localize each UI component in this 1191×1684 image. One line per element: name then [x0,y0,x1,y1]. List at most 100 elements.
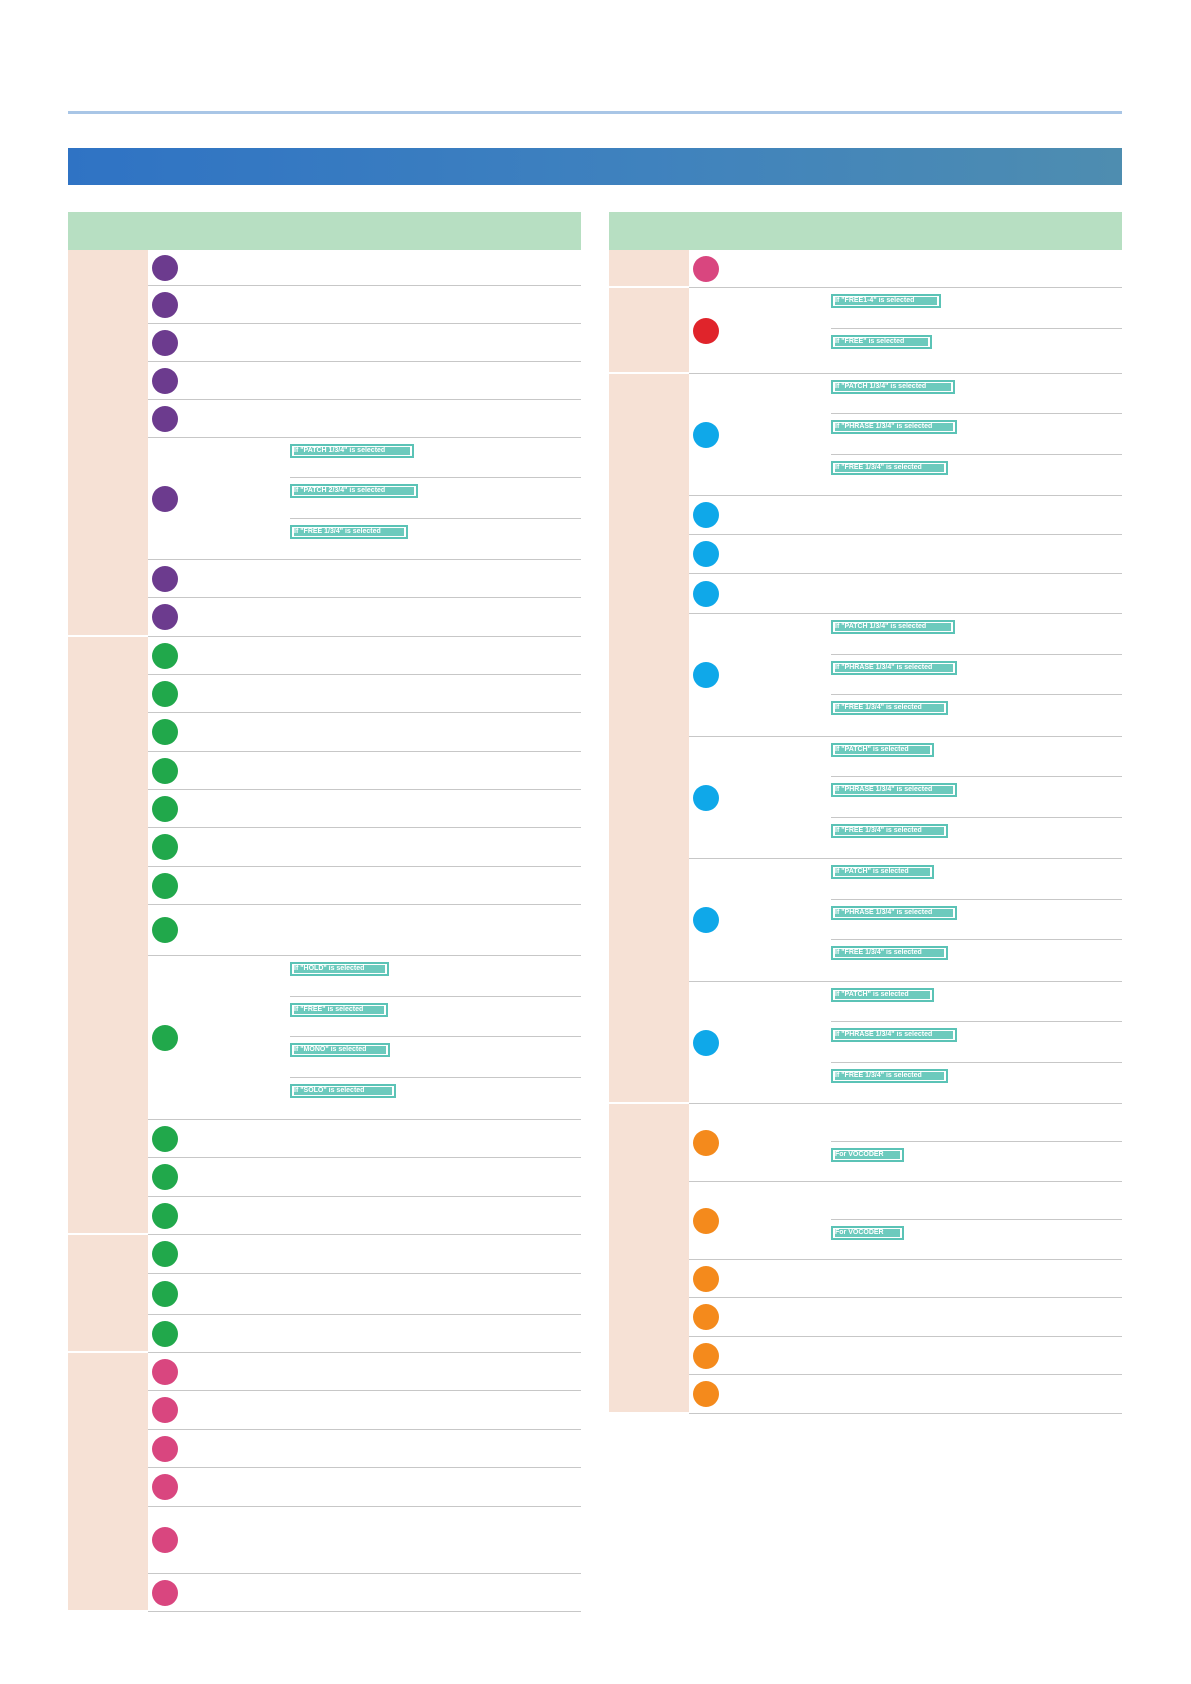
sub-condition-row: If "PHRASE 1/3/4" is selected [831,655,1122,695]
condition-tag-text: If "PHRASE 1/3/4" is selected [835,909,953,917]
parameter-group [68,1353,581,1612]
condition-tag-text: If "FREE" is selected [294,1006,384,1014]
sub-conditions: If "PATCH" is selected If "PHRASE 1/3/4" … [831,859,1122,981]
green-circle-icon [152,1202,178,1229]
parameter-row [148,1507,581,1574]
parameter-row [148,790,581,828]
condition-tag-text: If "PATCH 2/3/4" is selected [294,487,414,495]
condition-tag-text: If "FREE 1/3/4" is selected [294,528,404,536]
condition-tag-text: If "PHRASE 1/3/4" is selected [835,423,953,431]
parameter-row: If "PATCH" is selected If "PHRASE 1/3/4" … [689,982,1122,1104]
sub-condition-row: For VOCODER [831,1142,1122,1182]
sub-condition-row: If "FREE 1/3/4" is selected [290,519,581,560]
condition-tag: If "PHRASE 1/3/4" is selected [831,906,957,920]
orange-circle-icon [693,1381,719,1407]
parameter-row [148,1315,581,1353]
blue-circle-icon [693,662,719,688]
condition-tag: If "FREE" is selected [831,335,932,349]
pink-circle-icon [152,1527,178,1553]
parameter-row [148,867,581,905]
group-items [148,1353,581,1612]
group-label [609,374,689,1104]
sub-condition-row: If "SOLO" is selected [290,1078,581,1120]
sub-condition-row: If "PATCH 1/3/4" is selected [290,438,581,478]
condition-tag-text: If "PATCH" is selected [835,991,930,999]
section-banner [68,148,1122,185]
orange-circle-icon [693,1265,719,1292]
orange-circle-icon [693,1304,719,1330]
sub-condition-row: If "PHRASE 1/3/4" is selected [831,1022,1122,1063]
top-rule [68,111,1122,114]
pink-circle-icon [152,1358,178,1385]
condition-tag: If "FREE 1/3/4" is selected [831,946,948,960]
parameter-group [68,1235,581,1353]
parameter-row [148,1274,581,1315]
sub-conditions: If "PATCH 1/3/4" is selected If "PHRASE 1… [831,374,1122,495]
blue-circle-icon [693,1029,719,1056]
green-circle-icon [152,680,178,707]
parameter-row [148,1430,581,1468]
orange-circle-icon [693,1342,719,1369]
left-column-header [68,212,581,250]
green-circle-icon [152,1241,178,1267]
condition-tag: If "FREE 1/3/4" is selected [831,701,948,715]
parameter-row: If "FREE1-4" is selected If "FREE" is sel… [689,288,1122,374]
parameter-row [689,250,1122,288]
condition-tag: If "FREE 1/3/4" is selected [290,525,408,539]
group-label [609,1104,689,1414]
condition-tag-text: If "PHRASE 1/3/4" is selected [835,664,953,672]
condition-tag-text: If "PATCH 1/3/4" is selected [294,447,410,455]
sub-conditions: If "FREE1-4" is selected If "FREE" is sel… [831,288,1122,373]
purple-circle-icon [152,604,178,630]
condition-tag-text: If "HOLD" is selected [294,965,385,973]
condition-tag: For VOCODER [831,1148,904,1162]
green-circle-icon [152,1320,178,1347]
group-label [609,288,689,374]
sub-condition-row: If "PHRASE 1/3/4" is selected [831,777,1122,818]
parameter-row [689,574,1122,614]
sub-conditions: If "PATCH 1/3/4" is selected If "PHRASE 1… [831,614,1122,736]
pink-circle-icon [152,1397,178,1423]
parameter-row [148,324,581,362]
orange-circle-icon [693,1129,719,1156]
sub-conditions: If "HOLD" is selected If "FREE" is select… [290,956,581,1119]
sub-condition-row: If "PATCH 1/3/4" is selected [831,614,1122,655]
parameter-group: If "HOLD" is selected If "FREE" is select… [68,637,581,1235]
sub-condition-row: If "PHRASE 1/3/4" is selected [831,900,1122,940]
green-circle-icon [152,1125,178,1152]
parameter-row [148,752,581,790]
sub-condition-row: If "PATCH" is selected [831,859,1122,900]
parameter-group [609,250,1122,288]
group-items: If "PATCH 1/3/4" is selected If "PATCH 2/… [148,250,581,637]
sub-condition-row: If "PHRASE 1/3/4" is selected [831,414,1122,455]
parameter-row: If "HOLD" is selected If "FREE" is select… [148,956,581,1120]
sub-condition-row: If "HOLD" is selected [290,956,581,997]
parameter-row: If "PATCH" is selected If "PHRASE 1/3/4" … [689,859,1122,982]
parameter-row [148,905,581,956]
parameter-row [148,1353,581,1391]
parameter-row: For VOCODER [689,1104,1122,1182]
purple-circle-icon [152,254,178,281]
parameter-row [689,1375,1122,1414]
sub-condition-row: If "FREE 1/3/4" is selected [831,940,1122,982]
condition-tag: For VOCODER [831,1226,904,1240]
condition-tag-text: If "SOLO" is selected [294,1087,392,1095]
condition-tag: If "PATCH" is selected [831,988,934,1002]
green-circle-icon [152,795,178,822]
parameter-row [148,828,581,867]
group-label [68,1235,148,1353]
sub-condition-row: If "FREE" is selected [831,329,1122,374]
parameter-row: If "PATCH 1/3/4" is selected If "PATCH 2/… [148,438,581,560]
blue-circle-icon [693,541,719,567]
sub-condition-row: If "FREE1-4" is selected [831,288,1122,329]
parameter-row: If "PATCH 1/3/4" is selected If "PHRASE 1… [689,374,1122,496]
condition-tag: If "PATCH" is selected [831,865,934,879]
sub-condition-row: If "MONO" is selected [290,1037,581,1078]
parameter-row [148,1197,581,1235]
pink-circle-icon [152,1474,178,1500]
right-column: If "FREE1-4" is selected If "FREE" is sel… [609,212,1122,1414]
red-circle-icon [693,317,719,344]
condition-tag-text: If "FREE1-4" is selected [835,297,937,305]
parameter-row [148,362,581,400]
parameter-row: For VOCODER [689,1182,1122,1260]
